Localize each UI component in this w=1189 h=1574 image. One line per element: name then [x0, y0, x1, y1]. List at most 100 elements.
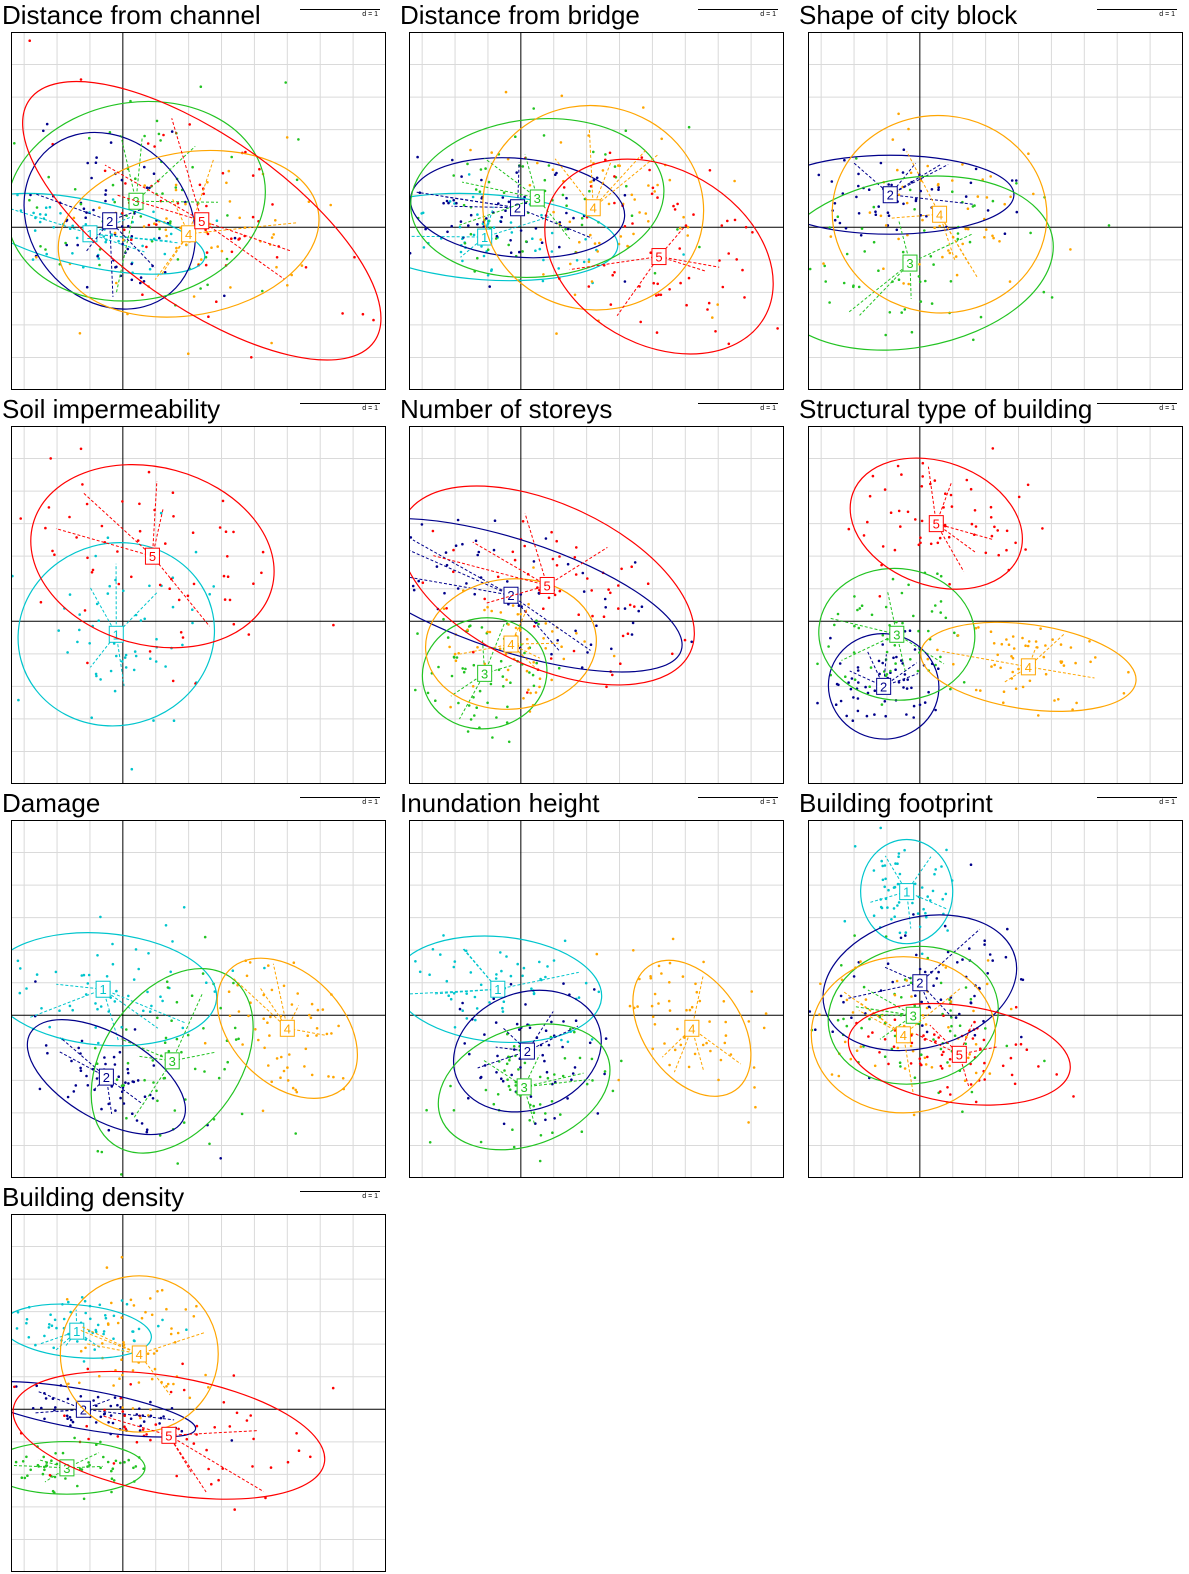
data-point — [940, 1065, 943, 1068]
data-point — [193, 1315, 196, 1318]
data-point — [182, 1027, 185, 1030]
data-point — [26, 1474, 29, 1477]
data-point — [115, 1460, 118, 1463]
data-point — [275, 266, 278, 269]
data-point — [81, 1296, 84, 1299]
data-point — [983, 1078, 986, 1081]
data-point — [723, 1000, 726, 1003]
data-point — [651, 1048, 654, 1051]
data-point — [604, 1070, 607, 1073]
data-point — [573, 650, 576, 653]
data-point — [36, 973, 39, 976]
data-point — [631, 633, 634, 636]
data-point — [726, 220, 729, 223]
data-point — [930, 255, 933, 258]
data-point — [974, 509, 977, 512]
data-point — [907, 511, 910, 514]
data-point — [977, 626, 980, 629]
data-point — [902, 282, 905, 285]
data-point — [156, 120, 159, 123]
data-point — [97, 1150, 100, 1153]
data-point — [907, 283, 910, 286]
data-point — [1003, 690, 1006, 693]
data-point — [223, 1401, 226, 1404]
data-point — [1002, 1065, 1005, 1068]
data-point — [144, 1311, 147, 1314]
data-point — [835, 703, 838, 706]
data-point — [652, 282, 655, 285]
group-label-2: 2 — [524, 1044, 531, 1059]
data-point — [551, 250, 554, 253]
data-point — [914, 994, 917, 997]
data-point — [88, 642, 91, 645]
data-point — [114, 266, 117, 269]
data-point — [96, 255, 99, 258]
data-point — [961, 163, 964, 166]
data-point — [933, 1033, 936, 1036]
data-point — [459, 226, 462, 229]
data-point — [927, 630, 930, 633]
data-point — [924, 912, 927, 915]
points-group-3 — [15, 1437, 145, 1501]
data-point — [973, 204, 976, 207]
data-point — [110, 1414, 113, 1417]
data-point — [509, 1088, 512, 1091]
data-point — [71, 252, 74, 255]
data-point — [1029, 232, 1032, 235]
data-point — [1123, 692, 1126, 695]
data-point — [322, 1008, 325, 1011]
data-point — [619, 662, 622, 665]
data-point — [121, 1090, 124, 1093]
data-point — [889, 670, 892, 673]
data-point — [96, 603, 99, 606]
data-point — [95, 156, 98, 159]
data-point — [484, 167, 487, 170]
data-point — [158, 133, 161, 136]
data-point — [483, 1033, 486, 1036]
data-point — [167, 1383, 170, 1386]
data-point — [866, 715, 869, 718]
data-point — [532, 661, 535, 664]
data-point — [931, 302, 934, 305]
data-point — [141, 1122, 144, 1125]
data-point — [961, 1110, 964, 1113]
data-point — [753, 1066, 756, 1069]
data-point — [113, 1315, 116, 1318]
data-point — [519, 629, 522, 632]
scale-legend: d = 1 — [1097, 797, 1177, 811]
data-point — [466, 1017, 469, 1020]
data-point — [94, 1047, 97, 1050]
data-point — [972, 1010, 975, 1013]
data-point — [904, 1067, 907, 1070]
data-point — [167, 986, 170, 989]
data-point — [132, 1467, 135, 1470]
data-point — [99, 916, 102, 919]
data-point — [461, 667, 464, 670]
data-point — [113, 1479, 116, 1482]
data-point — [932, 890, 935, 893]
spoke-line — [511, 595, 591, 650]
data-point — [224, 598, 227, 601]
data-point — [132, 1407, 135, 1410]
data-point — [947, 249, 950, 252]
points-group-5 — [848, 447, 1044, 597]
data-point — [187, 352, 190, 355]
data-point — [43, 1335, 46, 1338]
data-point — [926, 1031, 929, 1034]
data-point — [946, 1086, 949, 1089]
data-point — [539, 248, 542, 251]
data-point — [139, 530, 142, 533]
data-point — [486, 606, 489, 609]
points-group-3 — [13, 81, 300, 306]
data-point — [134, 177, 137, 180]
data-point — [141, 1317, 144, 1320]
data-point — [32, 1407, 35, 1410]
data-point — [63, 1414, 66, 1417]
data-point — [970, 863, 973, 866]
group-label-4: 4 — [688, 1021, 695, 1036]
data-point — [274, 219, 277, 222]
data-point — [682, 975, 685, 978]
data-point — [116, 550, 119, 553]
data-point — [467, 224, 470, 227]
